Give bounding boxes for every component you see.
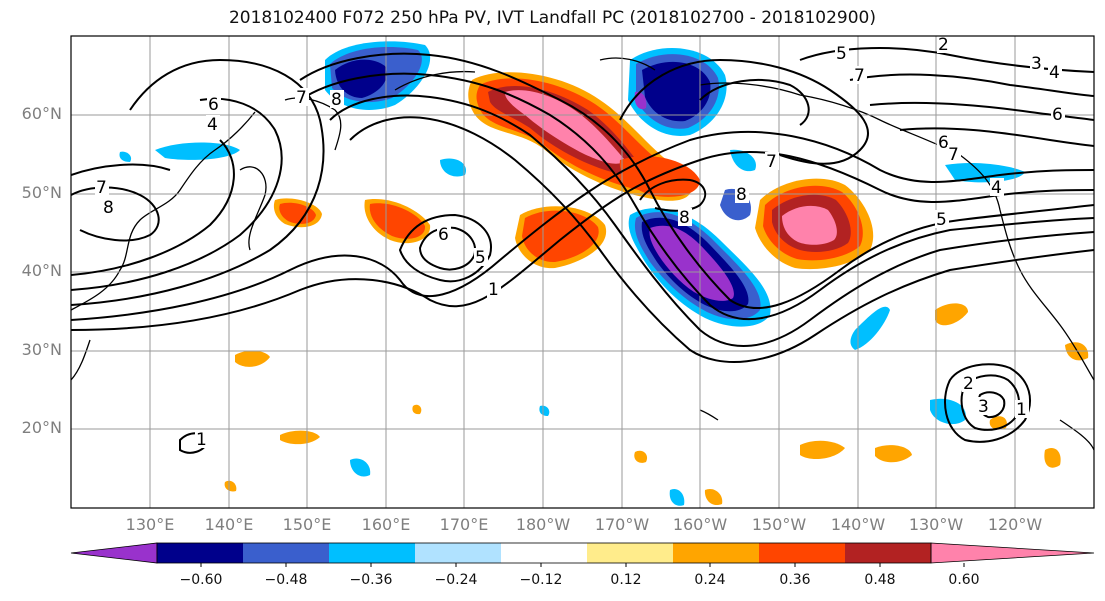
contour-label: 4: [207, 115, 218, 135]
contour-label: 3: [978, 397, 989, 417]
colorbar-tick-label: −0.12: [519, 572, 563, 588]
contour-label: 6: [438, 225, 449, 245]
colorbar-segment: [587, 543, 673, 563]
contour-label: 6: [208, 95, 219, 115]
contour-label: 7: [766, 152, 777, 172]
contour-label: 7: [296, 88, 307, 108]
colorbar-tick-label: 0.36: [779, 572, 811, 588]
contour-label: 8: [331, 90, 342, 110]
latitude-label: 20°N: [21, 418, 62, 437]
longitude-label: 160°E: [361, 515, 411, 534]
longitude-label: 130°W: [908, 515, 964, 534]
colorbar-segment: [415, 543, 501, 563]
colorbar-segment: [157, 543, 243, 563]
contour-label: 7: [96, 178, 107, 198]
longitude-label: 150°W: [751, 515, 807, 534]
contour-label: 3: [1031, 54, 1042, 74]
longitude-label: 140°E: [204, 515, 254, 534]
contour-label: 2: [938, 35, 949, 55]
colorbar-tick-label: 0.12: [610, 572, 642, 588]
colorbar-tick-label: 0.24: [694, 572, 726, 588]
map-title: 2018102400 F072 250 hPa PV, IVT Landfall…: [228, 8, 876, 28]
contour-label: 1: [488, 280, 499, 300]
colorbar-segment: [673, 543, 759, 563]
colorbar-tick-label: −0.24: [434, 572, 478, 588]
colorbar-tick-label: 0.60: [948, 572, 980, 588]
colorbar-segment: [243, 543, 329, 563]
contour-label: 8: [736, 185, 747, 205]
contour-label: 5: [475, 248, 486, 268]
latitude-label: 40°N: [21, 261, 62, 280]
colorbar-extend-max: [930, 542, 1095, 564]
colorbar-tick-label: −0.48: [264, 572, 308, 588]
contour-label: 5: [836, 44, 847, 64]
longitude-label: 120°W: [987, 515, 1043, 534]
colorbar-segment: [501, 543, 587, 563]
contour-label: 5: [936, 210, 947, 230]
longitude-label: 150°E: [282, 515, 332, 534]
colorbar: [70, 542, 1095, 567]
latitude-label: 30°N: [21, 340, 62, 359]
contour-label: 1: [196, 430, 207, 450]
contour-labels: 6 4 7 8 7 8 6 5 1 8 5 8 7 6 7 4 5 7 2 3 …: [95, 35, 1065, 450]
contour-label: 4: [991, 178, 1002, 198]
longitude-label: 160°W: [672, 515, 728, 534]
latitude-label: 50°N: [21, 183, 62, 202]
contour-label: 7: [854, 66, 865, 86]
contour-label: 6: [938, 133, 949, 153]
contour-label: 7: [948, 145, 959, 165]
colorbar-extend-min: [70, 542, 158, 564]
longitude-label: 170°W: [594, 515, 650, 534]
contour-label: 4: [1049, 63, 1060, 83]
colorbar-tick-label: −0.60: [179, 572, 223, 588]
latitude-label: 60°N: [21, 104, 62, 123]
contour-label: 1: [1016, 400, 1027, 420]
colorbar-segment: [845, 543, 931, 563]
colorbar-segment: [329, 543, 415, 563]
contour-label: 8: [103, 198, 114, 218]
longitude-label: 170°E: [439, 515, 489, 534]
longitude-label: 130°E: [125, 515, 175, 534]
colorbar-tick-label: −0.36: [349, 572, 393, 588]
contour-label: 2: [963, 374, 974, 394]
map-frame: [70, 35, 1095, 509]
longitude-label: 180°W: [515, 515, 571, 534]
longitude-label: 140°W: [830, 515, 886, 534]
contour-label: 8: [679, 208, 690, 228]
colorbar-segment: [759, 543, 845, 563]
colorbar-tick-label: 0.48: [864, 572, 896, 588]
contour-label: 6: [1052, 105, 1063, 125]
